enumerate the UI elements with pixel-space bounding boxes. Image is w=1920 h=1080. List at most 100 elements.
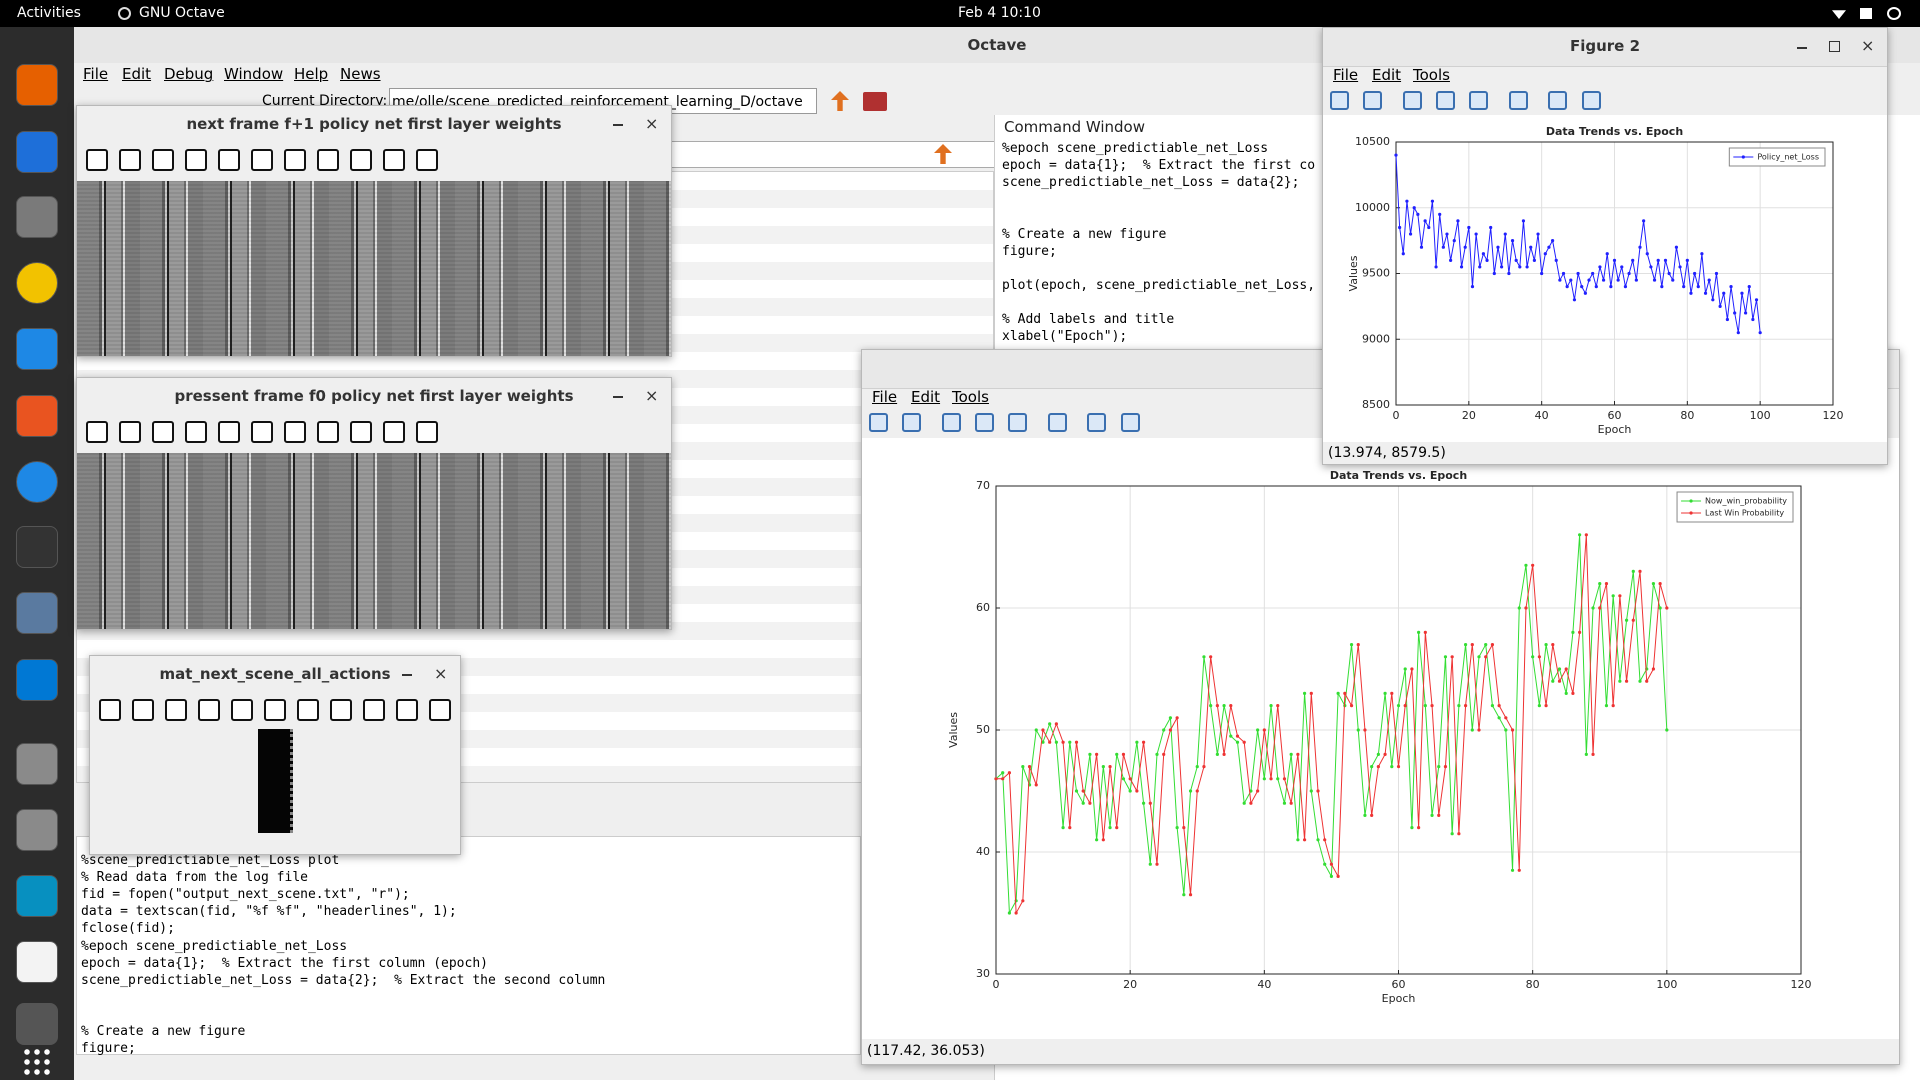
toolbar-button[interactable]	[902, 413, 921, 432]
toolbar-button[interactable]	[198, 699, 220, 721]
toolbar-button[interactable]	[1403, 91, 1422, 110]
close-button[interactable]: ×	[645, 114, 659, 133]
menu-item[interactable]: Edit	[911, 388, 941, 406]
toolbar-button[interactable]	[383, 421, 405, 443]
app-name[interactable]: GNU Octave	[139, 5, 225, 21]
dock-icon[interactable]	[16, 941, 58, 983]
toolbar-button[interactable]	[1330, 91, 1349, 110]
show-apps[interactable]	[22, 1047, 52, 1077]
toolbar-button[interactable]	[152, 149, 174, 171]
maximize-button[interactable]	[1829, 41, 1840, 52]
toolbar-button[interactable]	[942, 413, 961, 432]
toolbar-button[interactable]	[1008, 413, 1027, 432]
dock-icon[interactable]	[16, 64, 58, 106]
menu-item[interactable]: File	[83, 65, 109, 83]
dock-icon[interactable]	[16, 659, 58, 701]
menu-item[interactable]: Tools	[1413, 66, 1450, 84]
dock-icon[interactable]	[16, 592, 58, 634]
toolbar-button[interactable]	[218, 421, 240, 443]
toolbar-button[interactable]	[86, 149, 108, 171]
toolbar-button[interactable]	[284, 421, 306, 443]
dock-icon[interactable]	[16, 1003, 58, 1045]
toolbar-button[interactable]	[1509, 91, 1528, 110]
workspace-filter[interactable]	[661, 141, 998, 168]
menu-item[interactable]: File	[872, 388, 898, 406]
minimize-button[interactable]	[1797, 47, 1807, 49]
toolbar-button[interactable]	[350, 149, 372, 171]
minimize-button[interactable]	[402, 674, 412, 676]
volume-icon[interactable]	[1860, 8, 1872, 19]
toolbar-button[interactable]	[185, 421, 207, 443]
menu-item[interactable]: News	[340, 65, 381, 83]
close-button[interactable]: ×	[1861, 36, 1875, 55]
toolbar-button[interactable]	[869, 413, 888, 432]
menu-item[interactable]: Debug	[164, 65, 214, 83]
dock-icon[interactable]	[16, 526, 58, 568]
menu-item[interactable]: Tools	[952, 388, 989, 406]
menu-item[interactable]: Edit	[1372, 66, 1402, 84]
toolbar-button[interactable]	[185, 149, 207, 171]
toolbar-button[interactable]	[231, 699, 253, 721]
menu-item[interactable]: Edit	[122, 65, 152, 83]
toolbar-button[interactable]	[350, 421, 372, 443]
toolbar-button[interactable]	[218, 149, 240, 171]
toolbar-button[interactable]	[429, 699, 451, 721]
up-directory-button[interactable]	[831, 91, 849, 111]
clock[interactable]: Feb 4 10:10	[958, 5, 1041, 21]
toolbar-button[interactable]	[119, 421, 141, 443]
dock-icon[interactable]	[16, 196, 58, 238]
dock-icon[interactable]	[16, 131, 58, 173]
toolbar-button[interactable]	[416, 421, 438, 443]
toolbar-button[interactable]	[1121, 413, 1140, 432]
close-button[interactable]: ×	[434, 664, 448, 683]
point	[1302, 691, 1307, 695]
toolbar-button[interactable]	[284, 149, 306, 171]
toolbar-button[interactable]	[251, 149, 273, 171]
toolbar-button[interactable]	[1469, 91, 1488, 110]
toolbar-button[interactable]	[317, 421, 339, 443]
menu-item[interactable]: File	[1333, 66, 1359, 84]
toolbar-button[interactable]	[297, 699, 319, 721]
toolbar-button[interactable]	[251, 421, 273, 443]
toolbar-button[interactable]	[264, 699, 286, 721]
activities[interactable]: Activities	[17, 5, 81, 21]
point	[1667, 271, 1671, 276]
menu-item[interactable]: Help	[294, 65, 329, 83]
toolbar-button[interactable]	[86, 421, 108, 443]
dock-icon[interactable]	[16, 395, 58, 437]
wifi-icon[interactable]	[1832, 10, 1846, 19]
point	[1747, 285, 1751, 289]
toolbar-button[interactable]	[132, 699, 154, 721]
toolbar-button[interactable]	[1363, 91, 1382, 110]
menu-item[interactable]: Window	[224, 65, 284, 83]
minimize-button[interactable]	[613, 124, 623, 126]
dock-icon[interactable]	[16, 875, 58, 917]
toolbar-button[interactable]	[1087, 413, 1106, 432]
toolbar-button[interactable]	[99, 699, 121, 721]
dock-icon[interactable]	[16, 743, 58, 785]
toolbar-button[interactable]	[165, 699, 187, 721]
toolbar-button[interactable]	[1582, 91, 1601, 110]
toolbar-button[interactable]	[330, 699, 352, 721]
dock-icon[interactable]	[16, 262, 58, 304]
browse-button[interactable]	[863, 92, 887, 111]
toolbar-button[interactable]	[383, 149, 405, 171]
dock-icon[interactable]	[16, 328, 58, 370]
toolbar-button[interactable]	[119, 149, 141, 171]
dock-icon[interactable]	[16, 461, 58, 503]
point	[1108, 826, 1112, 830]
toolbar-button[interactable]	[152, 421, 174, 443]
minimize-button[interactable]	[613, 396, 623, 398]
dock-icon[interactable]	[16, 809, 58, 851]
close-button[interactable]: ×	[645, 386, 659, 405]
toolbar-button[interactable]	[1436, 91, 1455, 110]
point	[1456, 219, 1460, 223]
toolbar-button[interactable]	[363, 699, 385, 721]
toolbar-button[interactable]	[975, 413, 994, 432]
power-icon[interactable]	[1887, 7, 1901, 20]
toolbar-button[interactable]	[396, 699, 418, 721]
toolbar-button[interactable]	[416, 149, 438, 171]
toolbar-button[interactable]	[1548, 91, 1567, 110]
toolbar-button[interactable]	[317, 149, 339, 171]
toolbar-button[interactable]	[1048, 413, 1067, 432]
